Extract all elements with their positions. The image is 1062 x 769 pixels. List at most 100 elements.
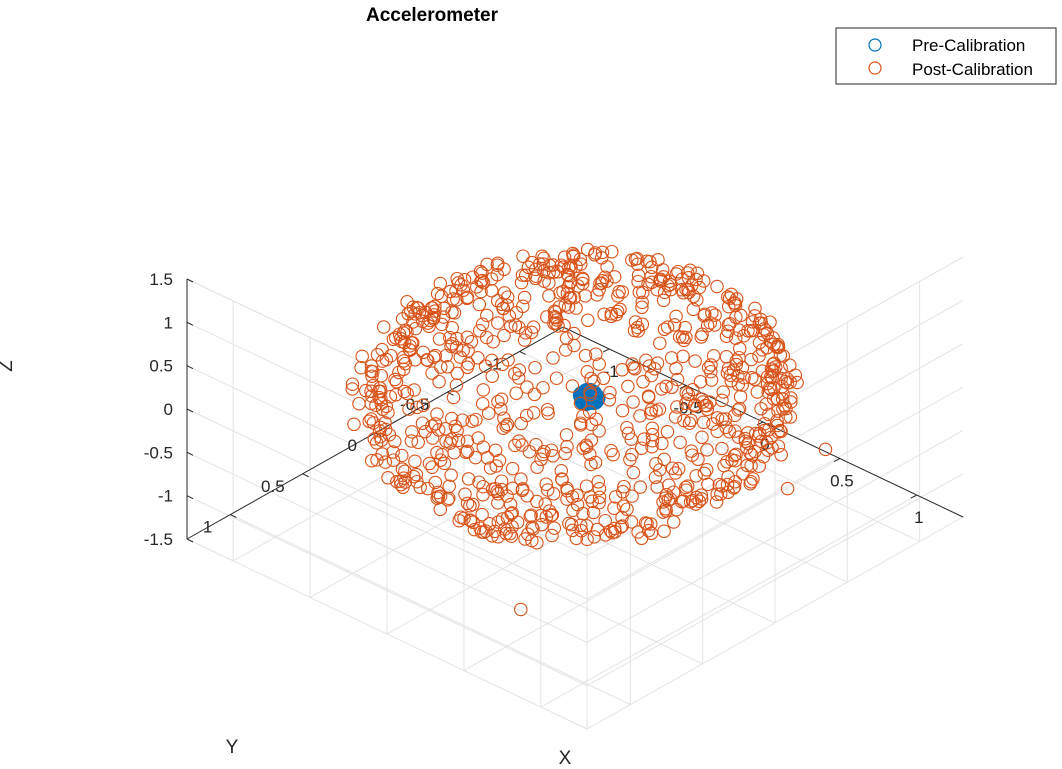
post-calibration-point bbox=[612, 285, 626, 299]
post-calibration-point bbox=[467, 522, 482, 537]
post-calibration-point bbox=[641, 523, 656, 538]
post-calibration-point bbox=[409, 467, 424, 482]
post-calibration-point bbox=[712, 477, 727, 492]
post-calibration-point bbox=[779, 401, 793, 416]
post-calibration-point bbox=[565, 379, 580, 393]
post-calibration-point bbox=[569, 259, 583, 274]
post-calibration-point bbox=[539, 477, 553, 491]
post-calibration-point bbox=[472, 297, 487, 312]
post-calibration-point bbox=[514, 472, 528, 486]
post-calibration-point bbox=[576, 272, 590, 287]
y-tick-mark bbox=[230, 514, 237, 518]
post-calibration-point bbox=[664, 351, 679, 365]
post-calibration-point bbox=[521, 527, 535, 541]
post-calibration-point bbox=[536, 380, 550, 395]
post-calibration-point bbox=[710, 487, 724, 501]
post-calibration-point bbox=[691, 452, 705, 467]
post-calibration-point bbox=[451, 276, 466, 290]
post-calibration-point bbox=[515, 268, 530, 282]
post-calibration-point bbox=[450, 366, 465, 381]
z-tick-label: 1 bbox=[164, 313, 173, 332]
post-calibration-point bbox=[640, 254, 654, 269]
post-calibration-point bbox=[662, 478, 676, 492]
post-calibration-point bbox=[558, 446, 572, 461]
post-calibration-point bbox=[557, 318, 571, 333]
post-calibration-point bbox=[634, 531, 649, 546]
post-calibration-point bbox=[660, 425, 675, 439]
x-tick-mark bbox=[910, 494, 918, 499]
post-calibration-point bbox=[497, 286, 512, 300]
post-calibration-point bbox=[655, 436, 669, 451]
z-tick-mark bbox=[186, 365, 194, 370]
post-calibration-point bbox=[494, 402, 508, 416]
post-calibration-point bbox=[719, 420, 733, 435]
post-calibration-point bbox=[406, 315, 420, 329]
post-calibration-point bbox=[345, 377, 360, 391]
post-calibration-point bbox=[626, 395, 640, 409]
post-calibration-point bbox=[724, 374, 738, 388]
post-calibration-point bbox=[395, 312, 410, 326]
post-calibration-point bbox=[575, 276, 590, 291]
grid-line-side-wall bbox=[586, 429, 964, 643]
post-calibration-point bbox=[681, 271, 696, 285]
post-calibration-point bbox=[745, 371, 759, 385]
post-calibration-point bbox=[426, 310, 441, 325]
post-calibration-point bbox=[373, 429, 387, 444]
post-calibration-point bbox=[708, 308, 722, 322]
post-calibration-point bbox=[473, 264, 488, 279]
post-calibration-point bbox=[494, 392, 509, 407]
post-calibration-point bbox=[463, 498, 477, 513]
post-calibration-point bbox=[736, 466, 750, 481]
post-calibration-point bbox=[720, 477, 735, 492]
y-tick-label: 1 bbox=[203, 518, 212, 537]
post-calibration-point bbox=[517, 290, 532, 305]
post-calibration-point bbox=[364, 453, 379, 468]
post-calibration-point bbox=[408, 321, 423, 336]
post-calibration-point bbox=[592, 357, 606, 371]
post-calibration-point bbox=[570, 497, 585, 512]
post-calibration-point bbox=[425, 460, 439, 474]
post-calibration-point bbox=[460, 291, 474, 306]
grid-line-floor bbox=[302, 473, 703, 665]
post-calibration-point bbox=[495, 512, 510, 526]
legend-label-pre-calibration: Pre-Calibration bbox=[912, 36, 1025, 55]
post-calibration-point bbox=[464, 335, 479, 349]
post-calibration-point bbox=[430, 445, 444, 460]
post-calibration-point bbox=[645, 439, 659, 454]
post-calibration-point bbox=[367, 432, 382, 446]
post-calibration-point bbox=[727, 480, 742, 494]
post-calibration-point bbox=[569, 531, 584, 546]
post-calibration-point bbox=[671, 462, 686, 476]
post-calibration-series bbox=[345, 242, 833, 617]
post-calibration-point bbox=[720, 366, 735, 380]
post-calibration-point bbox=[679, 480, 693, 495]
post-calibration-point bbox=[397, 384, 412, 399]
post-calibration-point bbox=[604, 306, 619, 321]
x-tick-label: -0.5 bbox=[673, 398, 702, 417]
post-calibration-point bbox=[771, 340, 786, 355]
post-calibration-point bbox=[625, 253, 639, 267]
post-calibration-point bbox=[573, 396, 588, 411]
post-calibration-point bbox=[693, 375, 708, 389]
post-calibration-point bbox=[451, 433, 466, 448]
post-calibration-point bbox=[664, 282, 678, 297]
post-calibration-point bbox=[520, 489, 534, 503]
post-calibration-point bbox=[567, 338, 581, 353]
post-calibration-point bbox=[628, 315, 643, 329]
post-calibration-point bbox=[668, 410, 683, 424]
post-calibration-point bbox=[638, 516, 653, 530]
post-calibration-point bbox=[616, 499, 631, 513]
post-calibration-point bbox=[404, 304, 418, 319]
post-calibration-point bbox=[389, 388, 403, 402]
post-calibration-point bbox=[661, 493, 676, 507]
post-calibration-point bbox=[519, 408, 534, 423]
post-calibration-point bbox=[704, 364, 718, 379]
post-calibration-point bbox=[644, 368, 659, 383]
post-calibration-point bbox=[765, 441, 779, 455]
post-calibration-point bbox=[406, 469, 421, 484]
post-calibration-point bbox=[780, 481, 795, 496]
post-calibration-point bbox=[650, 356, 665, 370]
post-calibration-point bbox=[666, 515, 681, 529]
post-calibration-point bbox=[440, 360, 455, 374]
post-calibration-point bbox=[478, 359, 493, 373]
